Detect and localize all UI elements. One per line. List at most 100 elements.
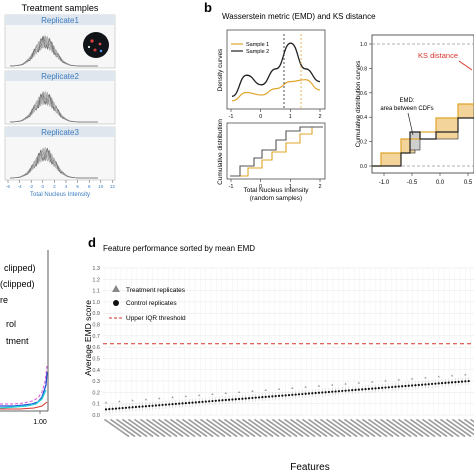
control-point	[148, 404, 151, 408]
panel-d-y-tick-label: 0.0	[92, 413, 100, 419]
cdf-x-ticks: -1 0 1 2	[229, 179, 322, 190]
control-point	[341, 389, 344, 393]
axis-tick-label: 2	[318, 114, 321, 120]
panel-d-xlabel: Features	[290, 462, 329, 473]
feature-label-placeholder	[188, 418, 214, 438]
control-point	[204, 400, 207, 403]
feature-label-placeholder	[224, 418, 250, 438]
panel-b-xlabel-2: (random samples)	[250, 195, 302, 202]
control-point	[411, 384, 414, 387]
zoom-y-ticks: 0.0 0.2 0.4 0.6 0.8 1.0	[360, 42, 372, 170]
feature-label-placeholder	[325, 418, 352, 438]
feature-label-placeholder	[265, 418, 292, 438]
cell-image-inset	[83, 32, 109, 58]
treatment-point	[397, 378, 400, 381]
emd-area-4	[435, 117, 459, 140]
control-point	[424, 383, 427, 386]
control-point	[178, 402, 181, 405]
control-point	[464, 380, 467, 383]
treatment-point	[384, 379, 387, 382]
feature-label-placeholder	[355, 418, 382, 438]
control-point	[450, 381, 454, 384]
control-point	[364, 388, 367, 391]
control-point	[208, 400, 211, 403]
replicate3-label: Replicate3	[41, 128, 79, 137]
zoom-x-tick-label: 0.5	[464, 180, 473, 186]
feature-label-placeholder	[170, 418, 196, 438]
panel-b-xlabel-1: Total Nucleus Intensity	[243, 187, 309, 194]
control-point	[334, 390, 337, 393]
control-point	[414, 384, 417, 387]
feature-label-placeholder	[428, 418, 454, 438]
zoom-cdf-sample2	[372, 117, 474, 167]
control-point	[221, 399, 224, 402]
feature-label-placeholder	[458, 418, 474, 438]
zoom-x-tick-label: -1.0	[379, 180, 390, 186]
control-point	[394, 385, 397, 388]
control-point	[247, 397, 251, 400]
control-point	[241, 397, 244, 400]
feature-label-placeholder	[242, 418, 268, 438]
panel-a-tick-label: 2	[53, 184, 56, 189]
zoom-y-tick-label: 0.4	[360, 115, 367, 121]
control-point	[430, 382, 434, 386]
treatment-point	[104, 401, 108, 404]
treatment-point	[317, 384, 321, 387]
treatment-point	[370, 380, 374, 383]
control-point	[440, 382, 444, 385]
feature-label-placeholder	[272, 418, 298, 438]
control-point	[417, 383, 420, 387]
panel-d-title: Feature performance sorted by mean EMD	[103, 244, 255, 253]
control-point	[144, 405, 148, 408]
control-point	[367, 387, 370, 390]
replicate2-header	[5, 71, 115, 81]
feature-label-placeholder	[301, 418, 328, 438]
control-point	[231, 398, 234, 401]
feature-label-placeholder	[116, 418, 142, 438]
panel-d-y-tick-label: 0.2	[92, 390, 100, 396]
replicate1-label: Replicate1	[41, 16, 79, 25]
legend-treatment: Treatment replicates	[126, 287, 186, 294]
feature-label-placeholder	[439, 418, 466, 438]
treatment-point	[357, 381, 361, 384]
replicate2-histogram	[9, 90, 98, 123]
panel-d-y-tick-label: 1.3	[92, 266, 100, 272]
emd-pointer	[407, 112, 414, 136]
control-point	[218, 399, 221, 402]
treatment-point	[118, 400, 121, 403]
panel-d-plot-area	[103, 262, 474, 419]
axis-tick-label: -1	[229, 114, 234, 120]
control-point	[161, 403, 164, 407]
feature-label-placeholder	[290, 418, 316, 438]
legend-treatment-icon	[112, 285, 120, 292]
ks-pointer	[458, 60, 473, 71]
zoom-x-tick-label: -0.5	[407, 180, 418, 186]
control-point	[361, 388, 364, 391]
control-point	[151, 404, 154, 407]
control-point	[331, 390, 334, 393]
treatment-point	[437, 375, 440, 378]
control-point	[138, 405, 141, 408]
histogram-trace	[10, 37, 98, 67]
feature-label-placeholder	[452, 418, 474, 438]
density-plot-frame	[226, 29, 326, 110]
feature-label-placeholder	[128, 418, 154, 438]
panel-d-y-tick-label: 1.1	[92, 289, 100, 295]
feature-label-placeholder	[152, 418, 178, 438]
control-point	[188, 401, 191, 404]
feature-label-placeholder	[218, 418, 244, 438]
control-point	[294, 393, 297, 396]
control-point	[374, 387, 377, 390]
feature-label-placeholder	[200, 418, 226, 438]
feature-label-placeholder	[235, 418, 262, 438]
control-point	[457, 380, 460, 383]
feature-label-placeholder	[361, 418, 388, 438]
control-point	[267, 395, 271, 398]
treatment-point	[197, 394, 201, 397]
feature-label-placeholder	[374, 418, 400, 438]
panel-c-curve-cyan	[0, 389, 47, 409]
control-point	[371, 387, 374, 390]
control-point	[211, 399, 214, 403]
control-point	[194, 401, 197, 404]
control-point	[174, 402, 177, 405]
